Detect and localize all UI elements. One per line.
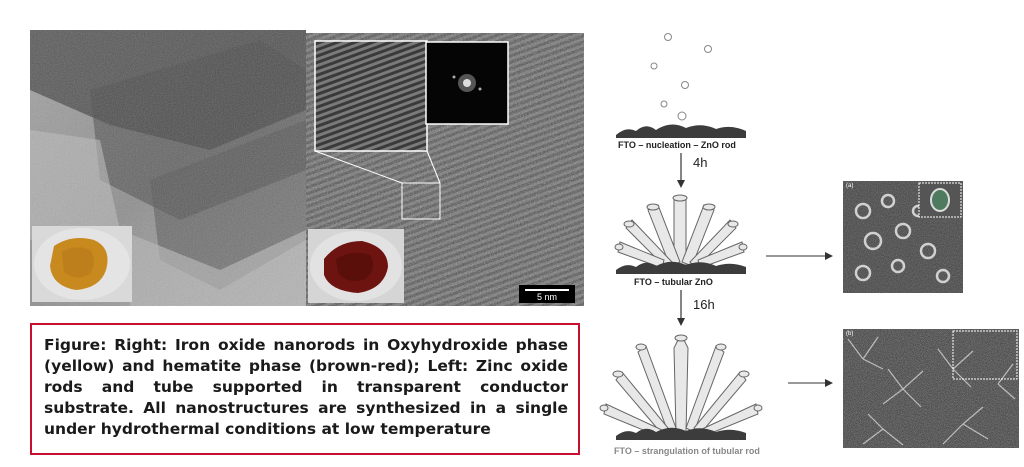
sem-panel-b-label: (b) — [846, 331, 854, 337]
stage1-label: FTO – nucleation – ZnO rod — [618, 140, 736, 150]
scale-bar-label: 5 nm — [536, 292, 557, 302]
sem-panel-a-label: (a) — [846, 183, 854, 189]
time-4h: 4h — [693, 155, 708, 170]
sem-image-b: (b) — [843, 329, 1019, 448]
hrtem-image-right: 5 nm — [306, 33, 584, 306]
tem-image-left — [30, 30, 306, 306]
time-16h: 16h — [693, 297, 715, 312]
scale-bar: 5 nm — [519, 285, 575, 303]
stage3-label: FTO – strangulation of tubular rod — [614, 446, 760, 456]
stage2-label: FTO – tubular ZnO — [634, 277, 713, 287]
growth-diagram — [599, 33, 833, 440]
hematite-powder-photo — [308, 229, 404, 303]
figure-caption: Figure: Right: Iron oxide nanorods in Ox… — [30, 323, 580, 455]
sem-image-a: (a) — [843, 181, 963, 293]
oxyhydroxide-powder-photo — [32, 226, 132, 302]
